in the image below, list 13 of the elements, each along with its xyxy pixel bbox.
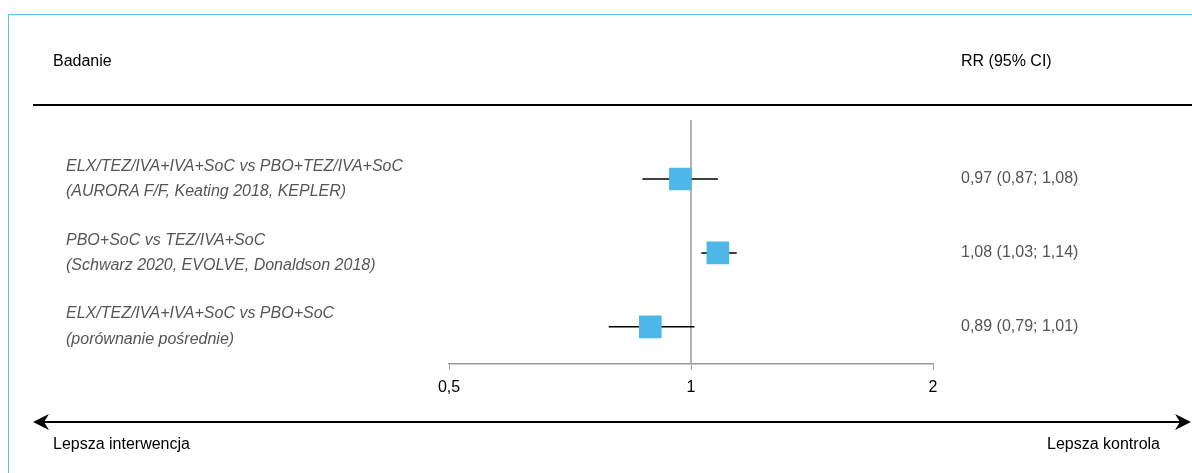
x-tick-label: 2 <box>928 377 938 395</box>
y-tick-label: ELX/TEZ/IVA+IVA+SoC vs PBO+TEZ/IVA+SoC (AURORA F/F, Keating 2018, KEPLER) <box>66 156 404 200</box>
y-tick-label: ELX/TEZ/IVA+IVA+SoC vs PBO+SoC (porównanie pośrednie) <box>66 304 335 348</box>
data-label: 0,97 (0,87; 1,08) <box>961 169 1079 187</box>
data-label: 1,08 (1,03; 1,14) <box>961 243 1079 261</box>
text: Lepsza kontrola <box>1047 435 1160 453</box>
text: Lepsza interwencja <box>53 435 190 453</box>
y-tick-label: PBO+SoC vs TEZ/IVA+SoC (Schwarz 2020, EVOLVE, Donaldson 2018) <box>66 230 376 274</box>
text: Badanie <box>53 52 112 70</box>
x-tick-label: 0,5 <box>437 377 461 395</box>
text: RR (95% CI) <box>961 52 1052 70</box>
x-tick-label: 1 <box>686 377 696 395</box>
data-label: 0,89 (0,79; 1,01) <box>961 317 1079 335</box>
